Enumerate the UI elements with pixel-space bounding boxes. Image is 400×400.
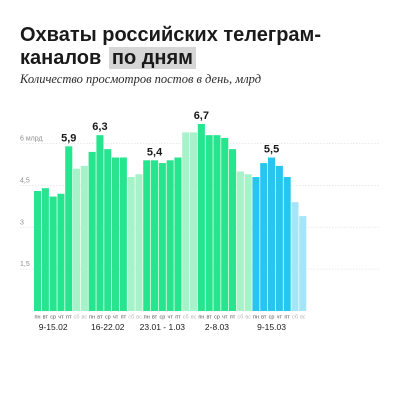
chart-subtitle: Количество просмотров постов в день, млр…: [20, 72, 262, 86]
day-label-w5-вт: вт: [261, 315, 267, 321]
day-label-w3-вс: вс: [191, 315, 197, 321]
y-tick-label-0: 6 млрд: [20, 136, 43, 143]
y-tick-label-3: 1,5: [20, 261, 30, 268]
day-label-w5-чт: чт: [277, 315, 283, 321]
title-line-2: каналов по дням: [20, 47, 380, 70]
day-label-w3-сб: сб: [183, 315, 189, 321]
bar-w2-пт: [119, 157, 127, 311]
day-label-w2-пт: пт: [121, 315, 127, 321]
day-label-w5-пт: пт: [284, 315, 290, 321]
bar-w1-сб: [73, 168, 81, 311]
bar-w3-вт: [151, 160, 159, 311]
value-label-5: 5,5: [264, 143, 279, 155]
bar-w5-вт: [260, 163, 268, 311]
day-label-w4-вс: вс: [245, 315, 251, 321]
bar-w1-чт: [57, 193, 65, 311]
value-label-3: 5,4: [147, 146, 163, 158]
bar-w4-чт: [221, 137, 229, 311]
week-label-3: 23.01 - 1.03: [140, 322, 186, 332]
bar-w4-сб: [236, 171, 244, 311]
day-label-w2-чт: чт: [113, 315, 119, 321]
value-label-2: 6,3: [92, 121, 107, 133]
day-label-w4-пн: пн: [198, 315, 204, 321]
day-label-w1-чт: чт: [58, 315, 64, 321]
day-label-w2-пн: пн: [89, 315, 95, 321]
bar-w1-пн: [34, 190, 42, 311]
day-label-w4-пт: пт: [230, 315, 236, 321]
day-label-w1-пт: пт: [66, 315, 72, 321]
bar-w4-пт: [229, 149, 237, 311]
bar-w5-пн: [252, 177, 260, 311]
day-label-w2-вс: вс: [136, 315, 142, 321]
day-label-w4-чт: чт: [222, 315, 228, 321]
bar-w4-вс: [244, 174, 252, 311]
day-label-w1-ср: ср: [50, 315, 56, 321]
bar-w5-вс: [299, 216, 307, 311]
bar-w4-пн: [197, 124, 205, 311]
bar-w3-пт: [174, 157, 182, 311]
bar-w5-сб: [291, 202, 299, 311]
bar-w3-чт: [166, 160, 174, 311]
day-label-w5-сб: сб: [292, 315, 298, 321]
day-label-w5-пн: пн: [253, 315, 259, 321]
day-label-w2-вт: вт: [97, 315, 103, 321]
day-label-w3-ср: ср: [159, 315, 165, 321]
day-label-w1-сб: сб: [74, 315, 80, 321]
bar-w3-пн: [143, 160, 151, 311]
bar-w1-ср: [49, 196, 57, 311]
value-label-1: 5,9: [61, 132, 76, 144]
bar-w3-вс: [190, 132, 198, 311]
day-label-w1-пн: пн: [35, 315, 41, 321]
title-line-1: Охваты российских телеграм-: [20, 24, 321, 46]
week-label-2: 16-22.02: [91, 322, 125, 332]
bar-w2-вт: [96, 135, 104, 311]
day-label-w3-пт: пт: [175, 315, 181, 321]
day-label-w4-ср: ср: [214, 315, 220, 321]
week-label-1: 9-15.02: [39, 322, 68, 332]
bar-w1-пт: [65, 146, 73, 311]
day-label-w2-сб: сб: [128, 315, 134, 321]
day-label-w3-вт: вт: [152, 315, 158, 321]
day-label-w4-вт: вт: [206, 315, 212, 321]
day-label-w1-вт: вт: [43, 315, 49, 321]
day-label-w3-пн: пн: [144, 315, 150, 321]
day-label-w4-сб: сб: [237, 315, 243, 321]
title-line-2-prefix: каналов: [20, 47, 102, 69]
day-label-w1-вс: вс: [82, 315, 88, 321]
week-label-5: 9-15.03: [257, 322, 286, 332]
bar-w1-вт: [41, 188, 49, 311]
value-label-4: 6,7: [194, 110, 209, 122]
week-label-4: 2-8.03: [205, 322, 229, 332]
bar-w5-ср: [268, 157, 276, 311]
y-tick-label-1: 4,5: [20, 177, 30, 184]
title-highlight: по дням: [108, 47, 196, 69]
day-label-w2-ср: ср: [105, 315, 111, 321]
bar-w4-ср: [213, 135, 221, 311]
bar-w4-вт: [205, 135, 213, 311]
bar-w2-пн: [88, 151, 96, 311]
bar-w2-сб: [127, 177, 135, 311]
bar-w1-вс: [80, 165, 88, 311]
bar-w3-сб: [182, 132, 190, 311]
bar-w5-чт: [275, 165, 283, 311]
bar-w3-ср: [158, 163, 166, 311]
day-label-w3-чт: чт: [167, 315, 173, 321]
bar-w2-чт: [112, 157, 120, 311]
bar-w2-вс: [135, 174, 143, 311]
bar-w5-пт: [283, 177, 291, 311]
day-label-w5-вс: вс: [300, 315, 306, 321]
y-tick-label-2: 3: [20, 219, 24, 226]
page-title: Охваты российских телеграм- каналов по д…: [20, 24, 380, 70]
day-label-w5-ср: ср: [269, 315, 275, 321]
bar-w2-ср: [104, 149, 112, 311]
